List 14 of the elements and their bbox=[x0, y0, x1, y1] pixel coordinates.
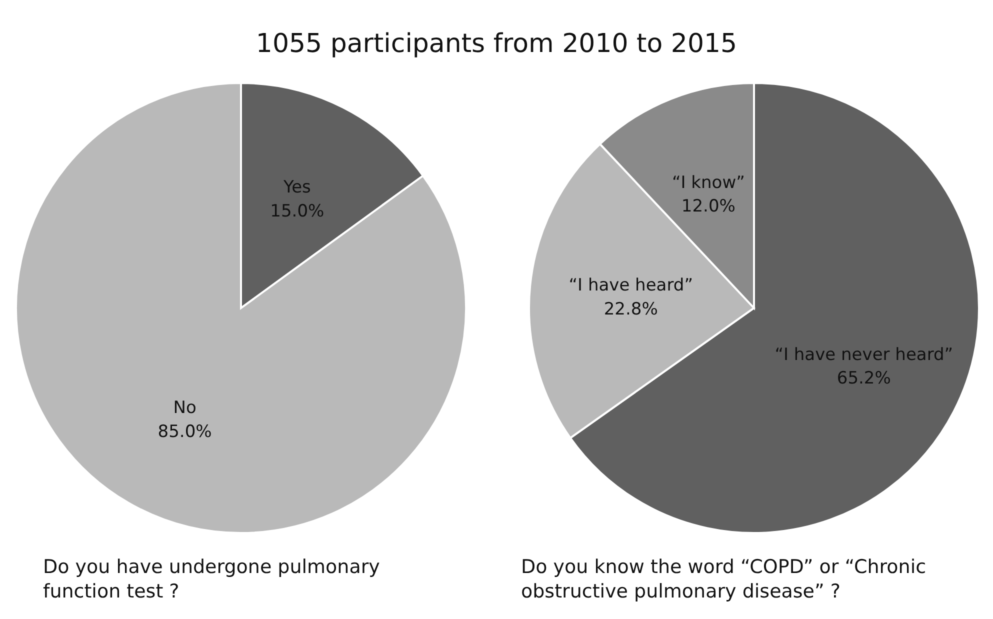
text: Do you know the word “COPD” or “Chronic obstructive pulmonary disease” ? bbox=[521, 556, 926, 603]
chart-title: 1055 participants from 2010 to 2015 bbox=[256, 29, 738, 59]
data-label: 85.0% bbox=[158, 422, 212, 442]
slice-label: “I have heard” bbox=[568, 275, 694, 296]
text: Do you have undergone pulmonary function test ? bbox=[43, 556, 380, 603]
slice-label: “I know” bbox=[672, 172, 745, 193]
data-label: 12.0% bbox=[681, 196, 736, 217]
data-label: 65.2% bbox=[836, 368, 891, 389]
pie-slice bbox=[15, 82, 467, 534]
data-label: 22.8% bbox=[604, 299, 658, 320]
data-label: 15.0% bbox=[270, 201, 324, 222]
slice-label: Yes bbox=[282, 178, 312, 198]
slice-label: No bbox=[173, 398, 196, 418]
slice-label: “I have never heard” bbox=[774, 344, 954, 365]
